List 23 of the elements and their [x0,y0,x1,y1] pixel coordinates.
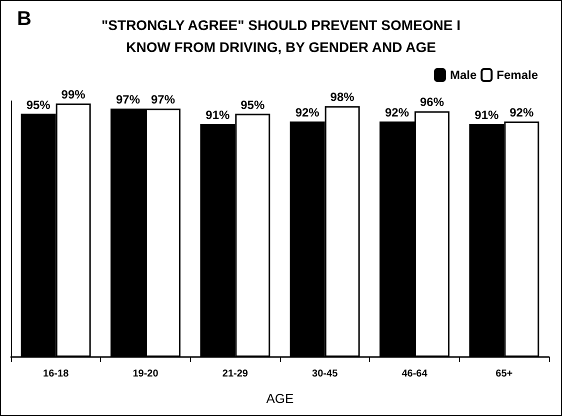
x-tick-label: 46-64 [402,368,428,380]
data-label: 97% [116,92,140,107]
x-tick-label: 16-18 [43,368,70,380]
text: B [17,8,32,30]
data-label: 95% [240,98,265,112]
x-tick-label: 65+ [496,368,513,380]
data-label: 95% [26,98,51,112]
legend-label: Male [450,68,477,82]
data-label: 99% [61,88,86,102]
data-label: 97% [150,92,176,107]
chart-title: "STRONGLY AGREE" SHOULD PREVENT SOMEONE I KNOW FROM DRIVING, BY GENDER AND AGE [102,17,460,55]
data-label: 92% [295,105,320,120]
x-axis-title: AGE [266,391,294,406]
x-tick-label: 30-45 [312,368,338,380]
data-label: 98% [330,90,355,104]
x-tick-label: 19-20 [132,368,159,380]
legend-label: Female [496,68,538,82]
data-label: 91% [474,108,500,122]
data-label: 96% [420,95,444,110]
data-label: 92% [385,105,410,120]
x-tick-label: 21-29 [222,368,248,380]
data-label: 92% [510,105,534,120]
data-label: 91% [206,108,230,122]
